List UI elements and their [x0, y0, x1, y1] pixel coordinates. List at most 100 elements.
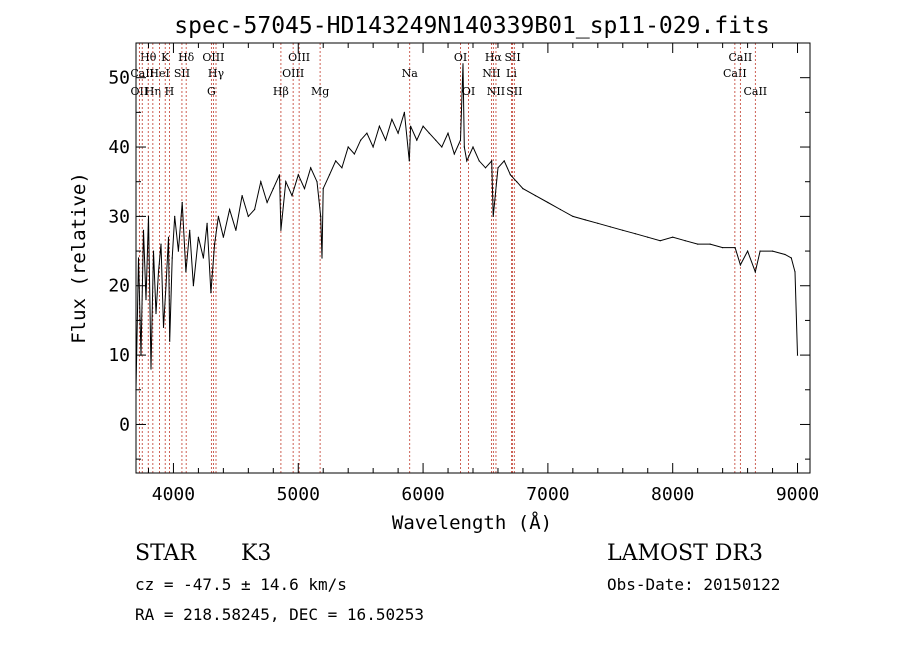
data-point-49: [335, 160, 337, 162]
data-point-10: [160, 243, 162, 245]
coordinates: RA = 218.58245, DEC = 16.50253: [135, 605, 424, 624]
plot-frame: [135, 42, 811, 474]
data-point-41: [297, 174, 299, 176]
series-line-flux: [135, 63, 798, 390]
data-point-37: [278, 174, 281, 176]
data-point-24: [206, 222, 208, 224]
data-point-25: [210, 292, 212, 294]
data-point-51: [347, 146, 349, 148]
marker-label-15: Mg: [311, 85, 329, 98]
x-tick-label-1: 5000: [277, 484, 320, 505]
data-point-17: [177, 250, 179, 252]
data-point-14: [169, 340, 171, 342]
data-point-6: [150, 368, 152, 370]
marker-label-25: CaII: [723, 67, 747, 80]
data-point-60: [403, 111, 405, 113]
x-tick-label-5: 9000: [776, 484, 819, 505]
data-point-79: [497, 167, 499, 169]
data-point-76: [484, 167, 487, 169]
data-point-68: [447, 132, 449, 134]
data-point-59: [397, 132, 399, 134]
data-point-11: [162, 326, 165, 328]
data-point-54: [366, 132, 368, 134]
data-point-99: [722, 247, 724, 249]
marker-label-24: SII: [506, 85, 522, 98]
data-point-97: [697, 243, 699, 245]
data-point-88: [584, 219, 586, 221]
data-point-70: [459, 139, 462, 141]
data-point-38: [280, 229, 282, 231]
data-point-72: [463, 146, 465, 148]
data-point-93: [647, 236, 649, 238]
data-point-44: [316, 181, 318, 183]
data-point-106: [784, 253, 786, 256]
x-tick-label-4: 8000: [651, 484, 694, 505]
data-point-75: [478, 160, 480, 162]
data-point-109: [796, 354, 799, 356]
marker-label-4: HeI: [149, 67, 169, 80]
data-point-16: [174, 215, 176, 217]
data-point-36: [272, 188, 274, 190]
data-point-7: [152, 250, 155, 252]
marker-label-21: NII: [487, 85, 505, 98]
data-point-67: [441, 146, 443, 148]
data-point-33: [254, 208, 256, 211]
y-tick-label-5: 50: [108, 68, 130, 89]
marker-label-23: Li: [506, 67, 517, 80]
data-point-105: [772, 250, 774, 252]
data-point-35: [266, 201, 268, 204]
data-point-78: [492, 215, 494, 217]
data-point-85: [547, 201, 549, 204]
data-point-1: [137, 257, 140, 259]
data-point-47: [322, 188, 324, 190]
marker-label-26: CaII: [729, 51, 753, 64]
data-point-30: [235, 229, 237, 231]
data-point-80: [503, 160, 505, 162]
marker-label-17: OI: [454, 51, 467, 64]
data-point-42: [303, 188, 306, 190]
survey-name: LAMOST DR3: [607, 541, 763, 566]
data-point-77: [491, 160, 493, 162]
data-point-52: [353, 153, 355, 155]
data-point-55: [372, 146, 374, 148]
marker-label-27: CaII: [743, 85, 767, 98]
object-class: STAR: [135, 541, 197, 566]
data-point-9: [157, 271, 160, 273]
marker-label-5: K: [161, 51, 170, 64]
x-axis-ticks: 4000 5000 6000 7000 8000 9000: [147, 43, 819, 505]
data-point-48: [328, 174, 331, 176]
data-point-74: [472, 146, 474, 148]
data-point-83: [522, 188, 524, 190]
marker-label-7: SII: [174, 67, 190, 80]
data-point-29: [229, 208, 231, 211]
obs-date: Obs-Date: 20150122: [607, 575, 780, 594]
data-point-100: [734, 247, 736, 249]
y-tick-label-2: 20: [108, 276, 130, 297]
y-axis-ticks: 0 10 20 30 40 50: [108, 42, 810, 460]
data-point-81: [509, 174, 511, 176]
data-point-104: [759, 250, 761, 252]
marker-label-19: NII: [482, 67, 500, 80]
data-point-96: [684, 240, 686, 242]
data-point-84: [534, 195, 537, 197]
x-axis-label: Wavelength (Å): [392, 511, 552, 534]
chart-title: spec-57045-HD143249N140339B01_sp11-029.f…: [174, 13, 769, 39]
marker-label-18: OI: [462, 85, 475, 98]
data-point-43: [310, 167, 312, 169]
data-point-69: [453, 153, 455, 155]
data-point-27: [217, 215, 219, 217]
data-point-46: [321, 257, 323, 259]
data-point-21: [192, 285, 194, 287]
data-point-31: [241, 195, 243, 197]
y-tick-label-0: 0: [119, 414, 130, 435]
data-point-63: [416, 139, 418, 141]
x-tick-label-0: 4000: [152, 484, 195, 505]
y-tick-label-1: 10: [108, 345, 130, 366]
data-point-57: [385, 139, 387, 141]
data-point-40: [291, 195, 293, 197]
data-point-90: [609, 226, 611, 228]
data-point-53: [360, 139, 362, 141]
data-point-73: [466, 160, 468, 162]
